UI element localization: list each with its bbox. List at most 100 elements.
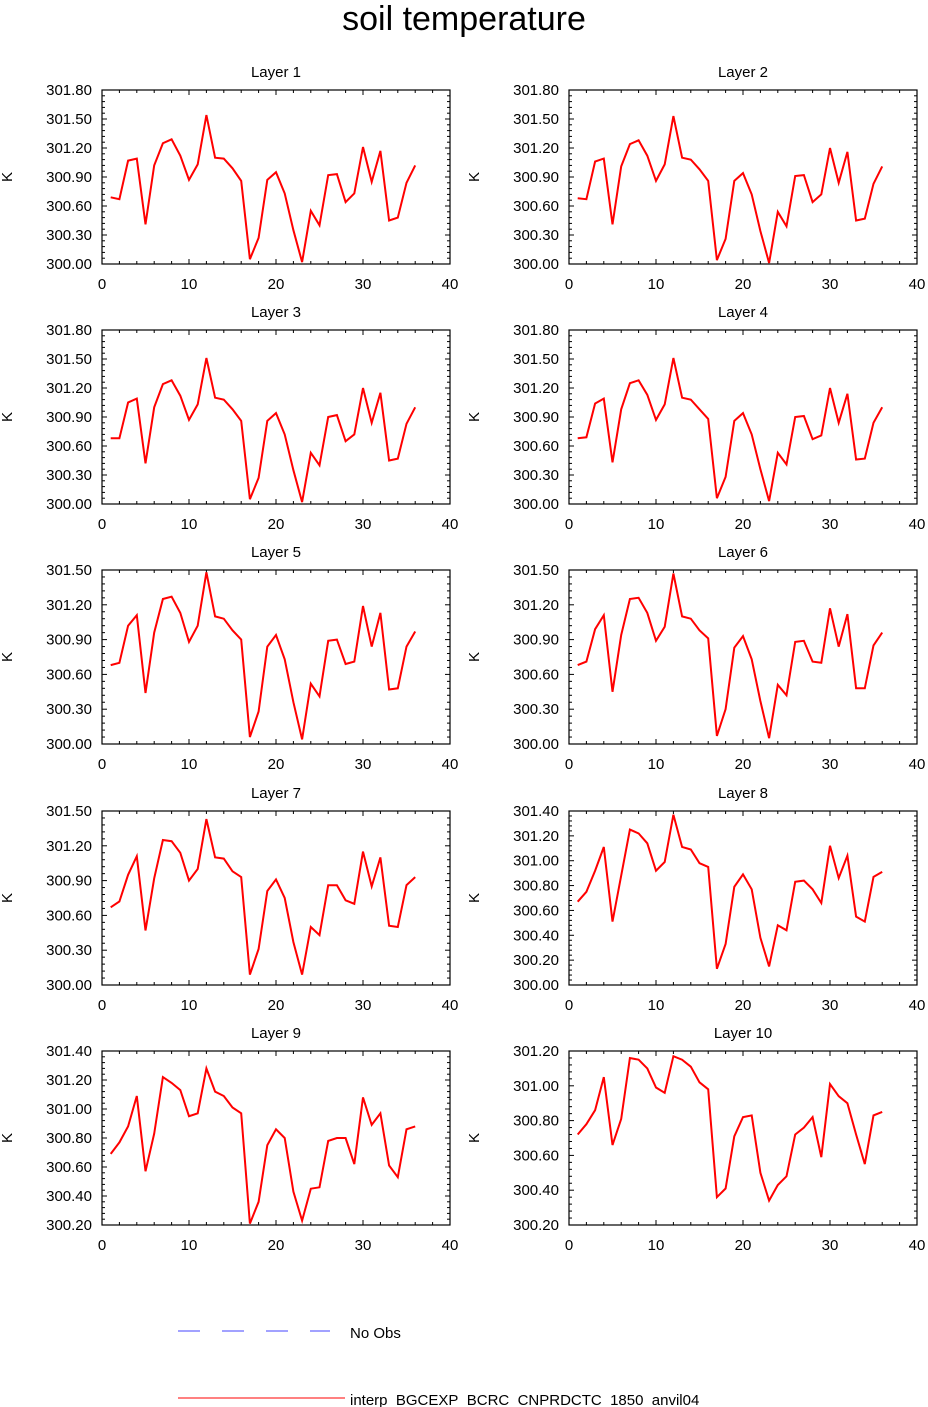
y-tick-label: 300.90 (46, 873, 92, 890)
y-tick-label: 300.30 (46, 227, 92, 244)
x-tick-label: 20 (735, 276, 752, 293)
y-tick-label: 300.60 (513, 666, 559, 683)
y-tick-label: 300.40 (513, 927, 559, 944)
y-tick-label: 300.20 (513, 952, 559, 969)
y-tick-label: 301.20 (513, 380, 559, 397)
x-tick-label: 40 (909, 756, 926, 773)
y-tick-label: 300.30 (46, 701, 92, 718)
x-tick-label: 20 (735, 756, 752, 773)
legend-no-obs-label: No Obs (350, 1325, 401, 1342)
y-tick-label: 300.80 (513, 1113, 559, 1130)
series-line (110, 818, 416, 975)
plot-frame (568, 89, 918, 265)
x-tick-label: 40 (909, 1237, 926, 1254)
panel-layer-7: Layer 7 K 0 10 20 30 40 300.00 300.30 300.60 300.9… (0, 785, 458, 1014)
y-tick-label: 300.00 (513, 496, 559, 513)
y-tick-label: 300.40 (46, 1188, 92, 1205)
x-tick-label: 10 (181, 516, 198, 533)
x-tick-label: 40 (442, 1237, 459, 1254)
plot-frame (568, 569, 918, 745)
y-tick-label: 300.60 (46, 438, 92, 455)
x-tick-label: 30 (355, 1237, 372, 1254)
x-tick-label: 10 (181, 997, 198, 1014)
y-tick-label: 301.50 (46, 803, 92, 820)
y-tick-label: 300.60 (46, 198, 92, 215)
y-tick-label: 300.60 (46, 907, 92, 924)
x-tick-label: 0 (98, 997, 106, 1014)
y-tick-label: 300.00 (46, 256, 92, 273)
y-tick-label: 301.00 (513, 853, 559, 870)
y-tick-label: 301.20 (513, 1043, 559, 1060)
y-axis-label: K (0, 652, 16, 662)
figure-title: soil temperature (342, 0, 586, 38)
panel-layer-5: Layer 5 K 0 10 20 30 40 300.00 300.30 300.60 300.9… (0, 544, 458, 773)
panel-layer-6: Layer 6 K 0 10 20 30 40 300.00 300.30 300.60 300.9… (466, 544, 925, 773)
x-tick-label: 40 (909, 276, 926, 293)
y-tick-label: 300.60 (513, 198, 559, 215)
y-tick-label: 301.50 (513, 351, 559, 368)
panel-title: Layer 9 (251, 1025, 301, 1042)
y-tick-label: 300.30 (513, 701, 559, 718)
panel-title: Layer 3 (251, 304, 301, 321)
y-axis-label: K (466, 172, 483, 182)
y-tick-label: 301.80 (513, 322, 559, 339)
series-line (577, 357, 884, 502)
panel-title: Layer 8 (718, 785, 768, 802)
x-tick-label: 30 (822, 997, 839, 1014)
x-tick-label: 20 (268, 997, 285, 1014)
y-tick-label: 301.20 (46, 838, 92, 855)
y-tick-label: 301.50 (46, 351, 92, 368)
y-tick-label: 301.50 (513, 111, 559, 128)
y-tick-label: 300.20 (513, 1217, 559, 1234)
y-tick-label: 301.20 (46, 1072, 92, 1089)
y-tick-label: 301.50 (46, 111, 92, 128)
y-tick-label: 301.20 (513, 140, 559, 157)
x-tick-label: 0 (98, 516, 106, 533)
y-axis-label: K (466, 893, 483, 903)
x-tick-label: 40 (442, 516, 459, 533)
y-tick-label: 301.20 (513, 828, 559, 845)
panel-layer-2: Layer 2 K 0 10 20 30 40 300.00 300.30 300.60 300.9… (466, 64, 925, 293)
y-axis-label: K (466, 1133, 483, 1143)
x-tick-label: 0 (565, 1237, 573, 1254)
panel-layer-10: Layer 10 K 0 10 20 30 40 300.20 300.40 300.60 300.… (466, 1025, 925, 1254)
plot-frame (101, 1050, 451, 1226)
panel-title: Layer 1 (251, 64, 301, 81)
panel-title: Layer 6 (718, 544, 768, 561)
series-line (576, 1054, 883, 1204)
y-tick-label: 301.50 (513, 562, 559, 579)
y-tick-label: 300.00 (513, 256, 559, 273)
series-line (110, 572, 417, 740)
x-tick-label: 10 (648, 516, 665, 533)
panel-layer-4: Layer 4 K 0 10 20 30 40 300.00 300.30 300.60 300.9… (466, 304, 925, 533)
series-line (577, 573, 884, 739)
y-tick-label: 301.00 (513, 1078, 559, 1095)
y-tick-label: 300.30 (46, 467, 92, 484)
y-tick-label: 300.60 (513, 902, 559, 919)
plot-frame (101, 89, 451, 265)
x-tick-label: 30 (355, 756, 372, 773)
panel-title: Layer 10 (714, 1025, 772, 1042)
panel-layer-9: Layer 9 K 0 10 20 30 40 300.20 300.40 300.60 300.8… (0, 1025, 458, 1254)
x-tick-label: 20 (268, 1237, 285, 1254)
y-tick-label: 300.20 (46, 1217, 92, 1234)
y-tick-label: 301.50 (46, 562, 92, 579)
x-tick-label: 20 (268, 276, 285, 293)
x-tick-label: 10 (648, 1237, 665, 1254)
y-axis-label: K (0, 172, 16, 182)
panel-layer-3: Layer 3 K 0 10 20 30 40 300.00 300.30 300.60 300.9… (0, 304, 458, 533)
panel-grid: Layer 1 K 0 10 20 30 40 300.00 300.30 300.60 300.9… (0, 64, 925, 1254)
y-tick-label: 300.90 (46, 169, 92, 186)
x-tick-label: 30 (822, 756, 839, 773)
panel-layer-1: Layer 1 K 0 10 20 30 40 300.00 300.30 300.60 300.9… (0, 64, 458, 293)
y-tick-label: 300.00 (46, 496, 92, 513)
x-tick-label: 10 (648, 997, 665, 1014)
x-tick-label: 20 (268, 516, 285, 533)
panel-title: Layer 2 (718, 64, 768, 81)
x-tick-label: 30 (355, 276, 372, 293)
y-tick-label: 300.90 (513, 169, 559, 186)
y-axis-label: K (466, 652, 483, 662)
y-tick-label: 300.60 (46, 1159, 92, 1176)
x-tick-label: 0 (565, 756, 573, 773)
y-tick-label: 301.20 (46, 140, 92, 157)
